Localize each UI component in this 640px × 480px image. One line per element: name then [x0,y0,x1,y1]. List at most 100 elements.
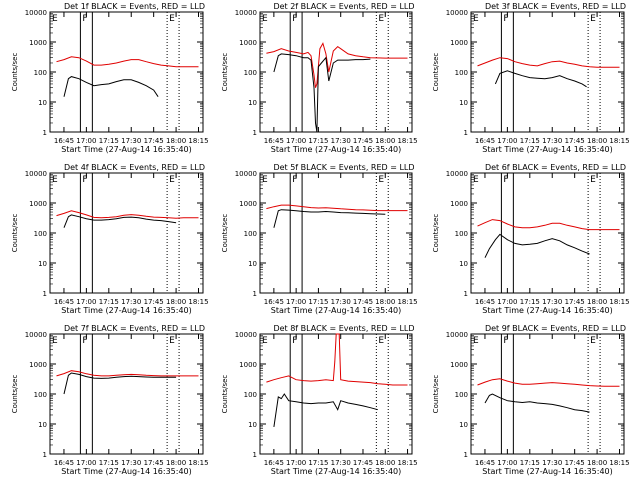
x-tick-label: 17:00 [497,459,517,467]
y-tick-label: 1 [43,451,47,459]
marker-f-label: F [82,14,87,24]
marker-e-label: E [262,175,268,185]
plot-frame [259,11,413,133]
series-line-lld [477,378,620,387]
x-tick-label: 17:00 [76,298,96,306]
series-line-events [63,214,177,228]
y-tick-label: 10 [248,421,257,429]
x-tick-label: 17:15 [520,298,540,306]
x-tick-label: 17:45 [565,137,585,145]
series-line-lld [56,56,199,68]
x-tick-label: 16:45 [264,137,284,145]
x-tick-label: 17:30 [121,298,141,306]
x-tick-label: 18:15 [609,459,629,467]
plot-frame [259,172,413,294]
y-tick-label: 1 [464,290,468,298]
y-tick-label: 10 [248,260,257,268]
x-axis-label: Start Time (27-Aug-14 16:35:40) [482,306,613,315]
x-tick-label: 17:45 [353,137,373,145]
x-tick-label: 18:15 [188,298,208,306]
chart-title: Det 5f BLACK = Events, RED = LLD [273,163,414,172]
x-tick-label: 18:00 [587,137,607,145]
x-tick-label: 17:45 [144,298,164,306]
x-tick-label: 17:30 [542,459,562,467]
plot-frame [49,172,204,294]
chart-title: Det 8f BLACK = Events, RED = LLD [273,324,414,333]
series-line-lld [266,333,408,386]
x-tick-label: 17:30 [542,298,562,306]
series-line-events [484,233,590,258]
y-tick-label: 1 [464,451,468,459]
x-tick-label: 18:00 [375,137,395,145]
marker-f-label: F [292,336,297,346]
series-line-lld [266,42,408,88]
series-line-events [63,76,159,97]
x-tick-label: 17:45 [144,137,164,145]
series-line-lld [56,370,199,377]
y-tick-label: 1000 [239,200,257,208]
y-tick-label: 100 [34,230,47,238]
chart-title: Det 1f BLACK = Events, RED = LLD [64,2,205,11]
x-tick-label: 18:15 [609,137,629,145]
x-tick-label: 18:00 [166,298,186,306]
panel-det-5: Det 5f BLACK = Events, RED = LLD 1 10 100 10… [221,163,418,315]
panel-det-3: Det 3f BLACK = Events, RED = LLD 1 10 100 10… [432,2,630,154]
y-tick-label: 10 [38,421,47,429]
y-tick-label: 1 [464,129,468,137]
x-tick-label: 16:45 [54,459,74,467]
x-tick-label: 16:45 [264,459,284,467]
x-tick-label: 18:15 [397,137,417,145]
y-tick-label: 10000 [235,9,257,17]
x-tick-label: 17:30 [542,137,562,145]
chart-title: Det 6f BLACK = Events, RED = LLD [485,163,626,172]
y-axis-label: Counts/sec [11,214,19,253]
y-tick-label: 100 [34,69,47,77]
series-line-events [484,393,590,413]
x-tick-label: 17:15 [308,137,328,145]
y-tick-label: 100 [244,69,257,77]
x-tick-label: 16:45 [54,137,74,145]
chart-title: Det 7f BLACK = Events, RED = LLD [64,324,205,333]
y-tick-label: 100 [34,391,47,399]
marker-e-label: E [473,14,479,24]
y-tick-label: 10000 [446,170,468,178]
series-line-events [273,53,371,133]
marker-f-label: F [503,14,508,24]
marker-e-label: E [262,336,268,346]
y-tick-label: 10000 [25,170,47,178]
marker-f-label: F [503,336,508,346]
y-tick-label: 10000 [25,9,47,17]
y-tick-label: 1000 [450,39,468,47]
panel-det-2: Det 2f BLACK = Events, RED = LLD 1 10 100 10… [221,2,418,154]
x-tick-label: 17:15 [520,137,540,145]
marker-e-label: E [378,14,384,24]
x-tick-label: 17:30 [331,137,351,145]
plot-frame [49,11,204,133]
x-tick-label: 17:00 [76,137,96,145]
x-tick-label: 17:45 [353,459,373,467]
x-tick-label: 17:15 [520,459,540,467]
y-tick-label: 1000 [450,200,468,208]
x-axis-label: Start Time (27-Aug-14 16:35:40) [271,145,402,154]
marker-e-label: E [52,14,58,24]
y-tick-label: 10 [459,99,468,107]
y-tick-label: 1 [43,290,47,298]
chart-title: Det 3f BLACK = Events, RED = LLD [485,2,626,11]
x-tick-label: 17:30 [331,298,351,306]
y-axis-label: Counts/sec [11,53,19,92]
x-tick-label: 17:15 [99,298,119,306]
x-tick-label: 18:15 [397,298,417,306]
x-tick-label: 18:00 [166,137,186,145]
marker-e-label: E [169,14,175,24]
x-tick-label: 16:45 [475,459,495,467]
y-axis-label: Counts/sec [221,53,229,92]
series-line-lld [56,210,199,219]
x-tick-label: 16:45 [475,298,495,306]
x-axis-label: Start Time (27-Aug-14 16:35:40) [271,306,402,315]
x-tick-label: 17:00 [286,137,306,145]
y-tick-label: 10 [248,99,257,107]
plot-frame [259,333,413,455]
y-tick-label: 1000 [29,200,47,208]
x-tick-label: 18:00 [375,298,395,306]
